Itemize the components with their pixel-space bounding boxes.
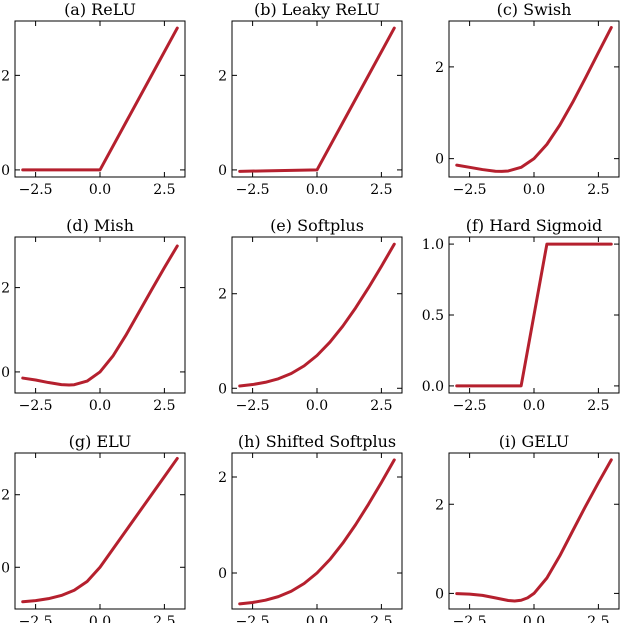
y-tick-label: 0 bbox=[1, 365, 10, 381]
series-line bbox=[238, 26, 396, 173]
x-tick-label: 2.5 bbox=[587, 398, 609, 414]
y-tick-label: 0 bbox=[1, 560, 10, 576]
panel-8: (h) Shifted Softplus −2.5 0.0 2.5 0 2 bbox=[218, 432, 403, 623]
x-tick-label: 0.0 bbox=[89, 614, 111, 623]
series-line bbox=[238, 242, 396, 388]
panel-title: (g) ELU bbox=[69, 432, 132, 451]
x-tick-label: 0.0 bbox=[523, 398, 545, 414]
x-tick-label: 2.5 bbox=[153, 614, 175, 623]
x-tick-label: 0.0 bbox=[306, 614, 328, 623]
y-tick-label: 0 bbox=[435, 152, 444, 168]
plot-frame bbox=[14, 452, 186, 610]
y-tick-label: 0 bbox=[435, 586, 444, 602]
x-tick-label: 0.0 bbox=[306, 182, 328, 198]
panel-2: (b) Leaky ReLU −2.5 0.0 2.5 0 2 bbox=[218, 0, 403, 198]
panel-title: (b) Leaky ReLU bbox=[254, 0, 380, 19]
x-tick-label: −2.5 bbox=[453, 614, 487, 623]
x-tick-label: 2.5 bbox=[370, 614, 392, 623]
y-tick-label: 2 bbox=[1, 68, 10, 84]
y-tick-label: 0.0 bbox=[422, 379, 444, 395]
y-tick-label: 2 bbox=[435, 60, 444, 76]
series-line bbox=[455, 26, 613, 173]
y-tick-label: 2 bbox=[218, 470, 227, 486]
panel-title: (a) ReLU bbox=[64, 0, 136, 19]
series-line bbox=[238, 458, 396, 606]
panel-4: (d) Mish −2.5 0.0 2.5 0 2 bbox=[1, 216, 186, 414]
panel-6: (f) Hard Sigmoid −2.5 0.0 2.5 0.0 0.5 1.0 bbox=[422, 216, 620, 414]
series-line bbox=[21, 244, 179, 387]
panel-1: (a) ReLU −2.5 0.0 2.5 0 2 bbox=[1, 0, 186, 198]
x-tick-label: −2.5 bbox=[236, 614, 270, 623]
y-tick-label: 2 bbox=[1, 488, 10, 504]
x-tick-label: 2.5 bbox=[370, 182, 392, 198]
panel-5: (e) Softplus −2.5 0.0 2.5 0 2 bbox=[218, 216, 403, 414]
series-line bbox=[21, 26, 179, 172]
panel-title: (h) Shifted Softplus bbox=[238, 432, 396, 451]
x-tick-label: −2.5 bbox=[19, 398, 53, 414]
x-tick-label: 0.0 bbox=[89, 182, 111, 198]
y-tick-label: 2 bbox=[218, 68, 227, 84]
plot-frame bbox=[14, 20, 186, 178]
panel-title: (e) Softplus bbox=[270, 216, 364, 235]
x-tick-label: −2.5 bbox=[19, 614, 53, 623]
y-tick-label: 0 bbox=[218, 381, 227, 397]
x-tick-label: 0.0 bbox=[89, 398, 111, 414]
plot-frame bbox=[231, 236, 403, 394]
x-tick-label: 2.5 bbox=[153, 182, 175, 198]
x-tick-label: −2.5 bbox=[19, 182, 53, 198]
panel-title: (i) GELU bbox=[499, 432, 569, 451]
x-tick-label: 0.0 bbox=[306, 398, 328, 414]
panel-title: (f) Hard Sigmoid bbox=[466, 216, 602, 235]
series-line bbox=[455, 242, 613, 388]
x-tick-label: −2.5 bbox=[236, 182, 270, 198]
plot-frame bbox=[231, 452, 403, 610]
panel-7: (g) ELU −2.5 0.0 2.5 0 2 bbox=[1, 432, 186, 623]
x-tick-label: 2.5 bbox=[370, 398, 392, 414]
plot-frame bbox=[231, 20, 403, 178]
y-tick-label: 1.0 bbox=[422, 237, 444, 253]
x-tick-label: 2.5 bbox=[587, 182, 609, 198]
y-tick-label: 0.5 bbox=[422, 308, 444, 324]
x-tick-label: 0.0 bbox=[523, 182, 545, 198]
plot-frame bbox=[448, 20, 620, 178]
panel-3: (c) Swish −2.5 0.0 2.5 0 2 bbox=[435, 0, 620, 198]
panel-9: (i) GELU −2.5 0.0 2.5 0 2 bbox=[435, 432, 620, 623]
series-line bbox=[455, 458, 613, 603]
x-tick-label: −2.5 bbox=[236, 398, 270, 414]
panel-title: (c) Swish bbox=[497, 0, 572, 19]
x-tick-label: 2.5 bbox=[587, 614, 609, 623]
panel-title: (d) Mish bbox=[66, 216, 134, 235]
y-tick-label: 2 bbox=[218, 287, 227, 303]
plot-frame bbox=[448, 452, 620, 610]
x-tick-label: −2.5 bbox=[453, 398, 487, 414]
x-tick-label: 0.0 bbox=[523, 614, 545, 623]
y-tick-label: 0 bbox=[218, 566, 227, 582]
x-tick-label: 2.5 bbox=[153, 398, 175, 414]
y-tick-label: 0 bbox=[1, 163, 10, 179]
series-line bbox=[21, 456, 179, 604]
x-tick-label: −2.5 bbox=[453, 182, 487, 198]
y-tick-label: 2 bbox=[1, 281, 10, 297]
y-tick-label: 0 bbox=[218, 163, 227, 179]
y-tick-label: 2 bbox=[435, 497, 444, 513]
